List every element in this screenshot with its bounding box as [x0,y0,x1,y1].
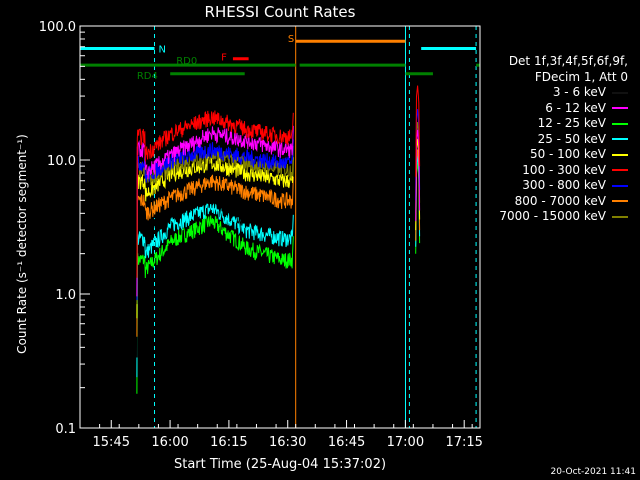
chart-title: RHESSI Count Rates [205,3,356,21]
legend-entry: 300 - 800 keV [476,178,636,194]
legend-entry: 6 - 12 keV [476,101,636,117]
x-tick-label: 16:00 [151,435,188,450]
legend-swatch [612,215,628,218]
annotation-label-rd4: RD4 [137,71,158,82]
legend-label: 100 - 300 keV [522,162,606,177]
x-tick-label: 16:15 [210,435,247,450]
x-tick-label: 17:15 [445,435,482,450]
series-line-0 [136,142,294,358]
x-tick-label: 15:45 [93,435,130,450]
legend-header-line-2: FDecim 1, Att 0 [534,69,628,84]
legend-swatch [612,138,628,141]
legend-label: 300 - 800 keV [522,178,606,192]
legend-swatch [612,184,628,187]
series-line-2 [136,215,294,394]
annotation-label-s: S [288,34,294,45]
y-tick-label: 1.0 [55,288,76,303]
legend-header-line-1: Det 1f,3f,4f,5f,6f,9f, [508,54,628,68]
legend-label: 12 - 25 keV [537,116,606,130]
legend-label: 800 - 7000 keV [514,193,606,208]
legend: Det 1f,3f,4f,5f,6f,9f, FDecim 1, Att 0 3… [476,54,636,225]
y-axis-label: Count Rate (s⁻¹ detector segment⁻¹) [15,134,29,354]
y-tick-label: 100.0 [39,20,76,35]
x-tick-label: 16:30 [269,435,306,450]
legend-swatch [612,107,628,110]
legend-swatch [612,200,628,203]
legend-swatch [612,91,628,94]
series-line-1 [136,125,294,297]
legend-entry: 100 - 300 keV [476,163,636,179]
series-line-5 [136,110,294,278]
legend-swatch [612,153,628,156]
annotation-label-n: N [159,44,166,55]
series-line-7 [136,174,294,337]
x-axis-label: Start Time (25-Aug-04 15:37:02) [174,457,386,472]
legend-entry: 800 - 7000 keV [476,194,636,210]
legend-label: 50 - 100 keV [529,147,606,161]
x-tick-label: 17:00 [387,435,424,450]
y-tick-label: 10.0 [47,154,76,169]
legend-label: 7000 - 15000 keV [499,209,606,223]
series-burst-5 [415,85,421,177]
legend-entry: 7000 - 15000 keV [476,209,636,225]
legend-label: 3 - 6 keV [552,85,606,99]
series-line-3 [136,203,294,378]
x-tick-label: 16:45 [328,435,365,450]
series-line-4 [136,156,294,319]
legend-swatch [612,122,628,125]
legend-label: 6 - 12 keV [545,100,606,115]
y-tick-label: 0.1 [55,422,76,437]
plot-frame [79,25,481,429]
legend-label: 25 - 50 keV [537,131,606,146]
annotation-label-rd0: RD0 [176,56,197,67]
series-line-6 [136,139,294,301]
series-layer [136,85,421,394]
legend-swatch [612,169,628,172]
annotation-label-f: F [221,53,227,64]
footer-timestamp: 20-Oct-2021 11:41 [550,467,636,477]
vertical-markers [79,26,477,428]
axis-layer: 15:45 16:00 16:15 16:30 16:45 17:00 17:15 0.1 1.… [39,20,483,450]
annotation-layer: N RD0 RD4 F S [80,34,480,82]
legend-entry: 50 - 100 keV [476,147,636,163]
legend-entry: 12 - 25 keV [476,116,636,132]
legend-entry: 3 - 6 keV [476,85,636,101]
legend-entry: 25 - 50 keV [476,132,636,148]
